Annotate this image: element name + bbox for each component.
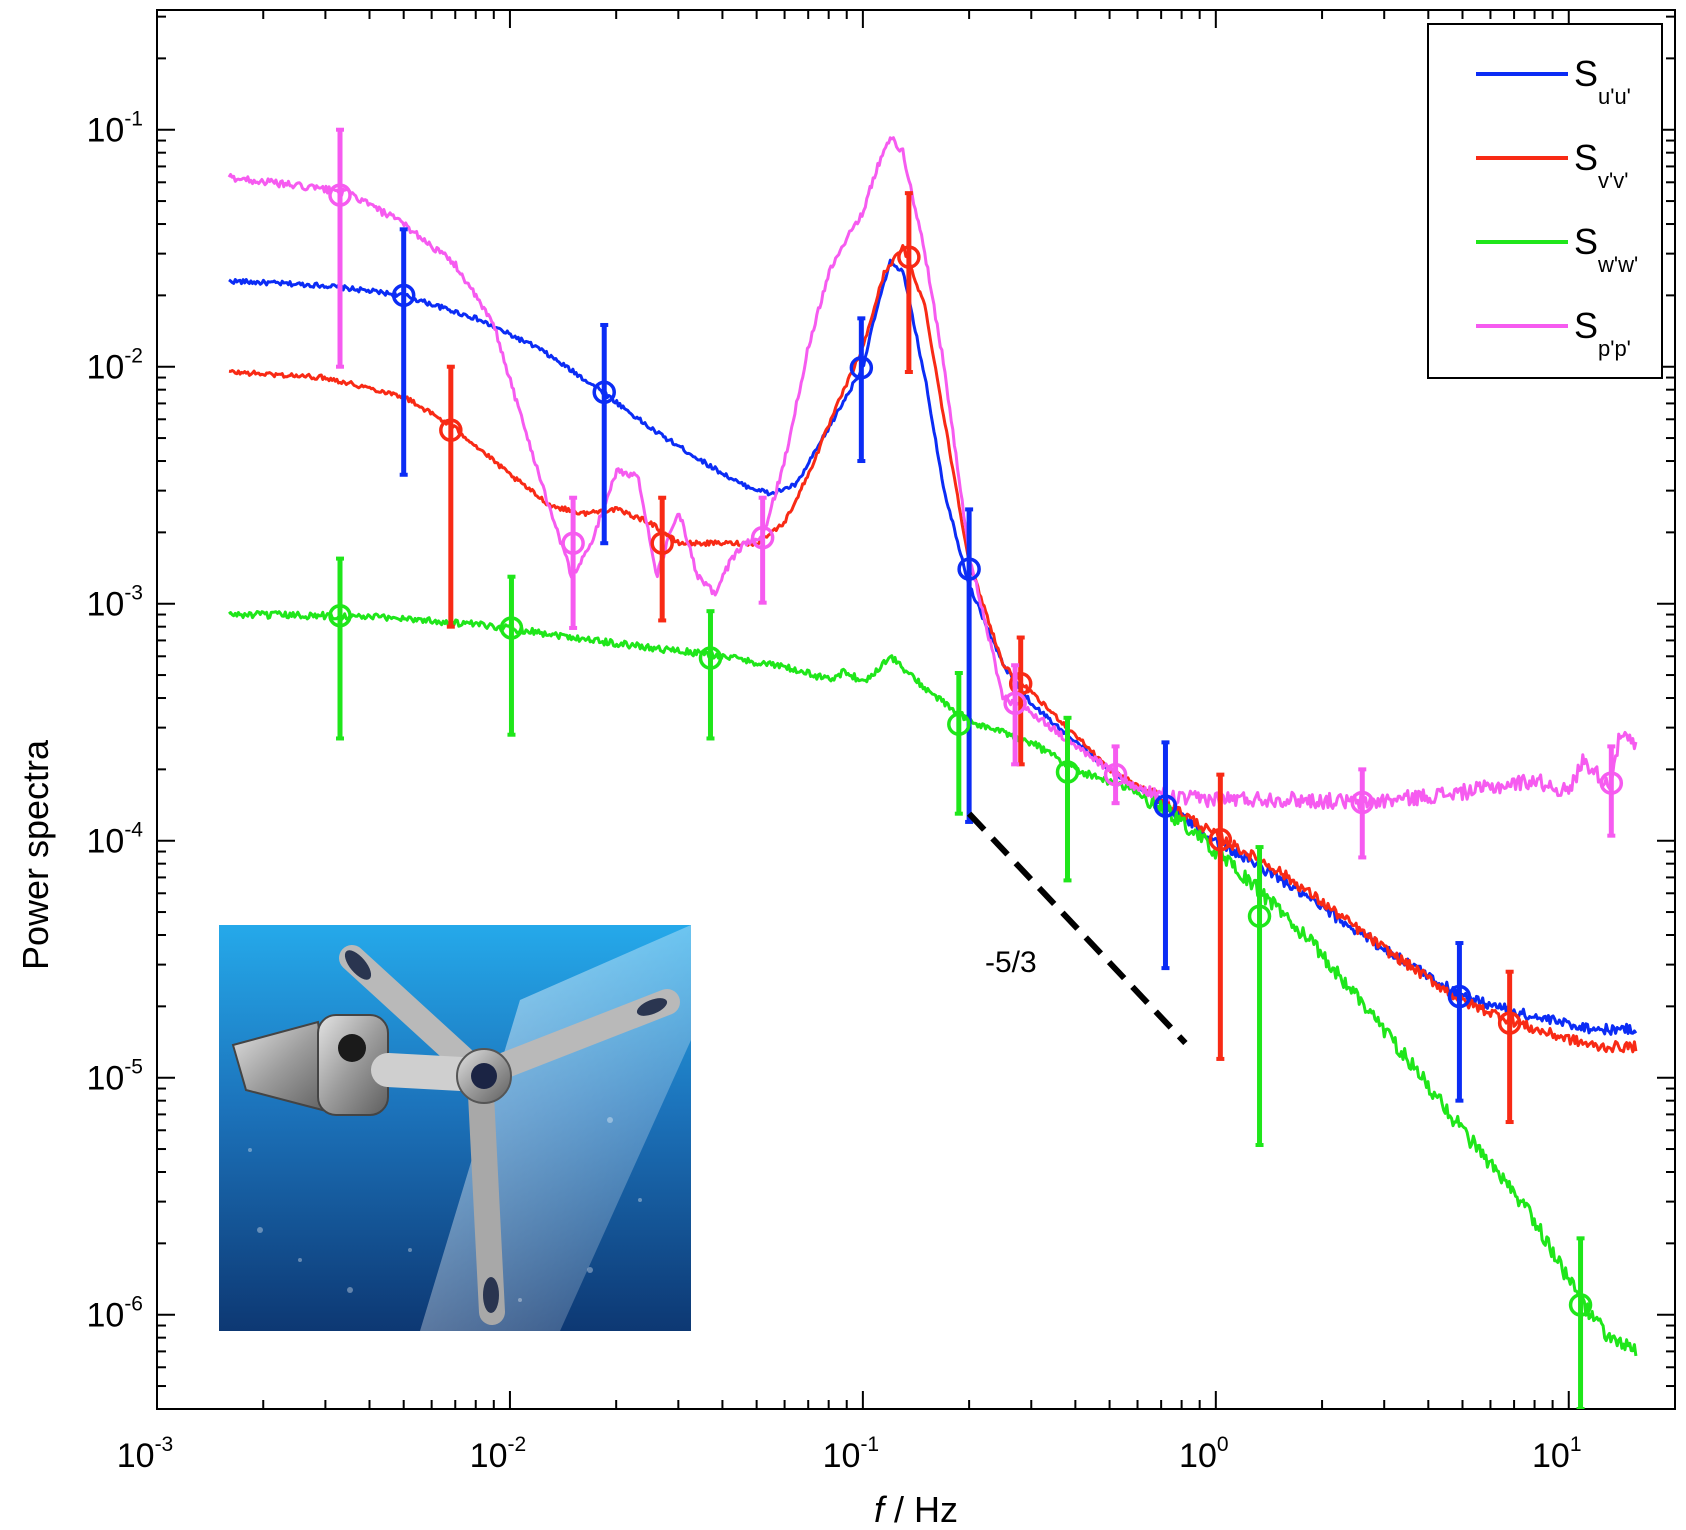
data-point-marker: [849, 355, 874, 380]
data-point-marker: [328, 603, 352, 628]
axis-tick-labels: 10-3 10-2 10-1 100 101 10-1 10-2 10-3 10-4 10-5 10…: [86, 108, 1581, 1475]
data-point-marker: [1599, 771, 1624, 795]
legend-label: Sw'w': [1574, 221, 1638, 277]
x-tick-label: 10-1: [823, 1433, 880, 1475]
x-tick-label: 101: [1532, 1433, 1582, 1475]
data-point-marker: [1208, 827, 1233, 852]
data-point-marker: [1350, 790, 1375, 815]
data-point-marker: [439, 418, 463, 442]
probe-inset-photo: [219, 925, 691, 1331]
legend-label: Sv'v': [1574, 137, 1628, 193]
y-tick-label: 10-3: [86, 582, 143, 624]
data-point-marker: [1055, 760, 1080, 784]
data-point-marker: [561, 531, 585, 555]
data-point-marker: [1103, 762, 1128, 787]
legend-entry: Sp'p': [1476, 305, 1631, 361]
x-tick-label: 100: [1179, 1433, 1229, 1475]
error-bar-layer: [328, 127, 1624, 1409]
legend-entry: Sv'v': [1476, 137, 1628, 193]
series-line-ww: [228, 610, 1638, 1357]
data-point-marker: [1003, 691, 1027, 716]
x-tick-label: 10-2: [470, 1433, 527, 1475]
data-point-marker: [1447, 984, 1472, 1009]
y-tick-label: 10-2: [86, 345, 143, 387]
legend-label: Su'u': [1574, 53, 1631, 109]
legend-entry: Sw'w': [1476, 221, 1638, 277]
y-tick-label: 10-6: [86, 1293, 143, 1335]
x-tick-label: 10-3: [117, 1433, 174, 1475]
y-tick-label: 10-1: [86, 108, 143, 150]
axis-ticks: [156, 10, 1676, 1410]
data-point-marker: [897, 245, 921, 269]
data-point-marker: [750, 525, 775, 550]
series-line-pp: [227, 136, 1638, 810]
data-point-marker: [328, 183, 352, 207]
data-point-marker: [957, 557, 981, 581]
series-layer: [227, 136, 1638, 1357]
data-point-marker: [391, 283, 416, 308]
data-point-marker: [947, 712, 971, 737]
reference-slope-line: [966, 811, 1188, 1046]
legend: Su'u' Sv'v' Sw'w' Sp'p': [1427, 23, 1663, 379]
data-point-marker: [592, 380, 616, 405]
data-point-marker: [650, 531, 674, 555]
data-point-marker: [698, 646, 723, 670]
data-point-marker: [1497, 1011, 1522, 1035]
data-point-marker: [1247, 904, 1272, 928]
data-point-marker: [1153, 794, 1178, 818]
x-axis-label: f / Hz: [874, 1489, 958, 1530]
legend-entry: Su'u': [1476, 53, 1631, 109]
y-axis-label: Power spectra: [15, 739, 56, 970]
data-point-marker: [1568, 1293, 1593, 1317]
y-tick-label: 10-5: [86, 1056, 143, 1098]
reference-slope-label: -5/3: [985, 946, 1037, 979]
series-line-vv: [228, 244, 1638, 1054]
legend-label: Sp'p': [1574, 305, 1631, 361]
legend-box: [1427, 23, 1663, 379]
data-point-marker: [499, 616, 524, 640]
y-tick-label: 10-4: [86, 819, 143, 861]
